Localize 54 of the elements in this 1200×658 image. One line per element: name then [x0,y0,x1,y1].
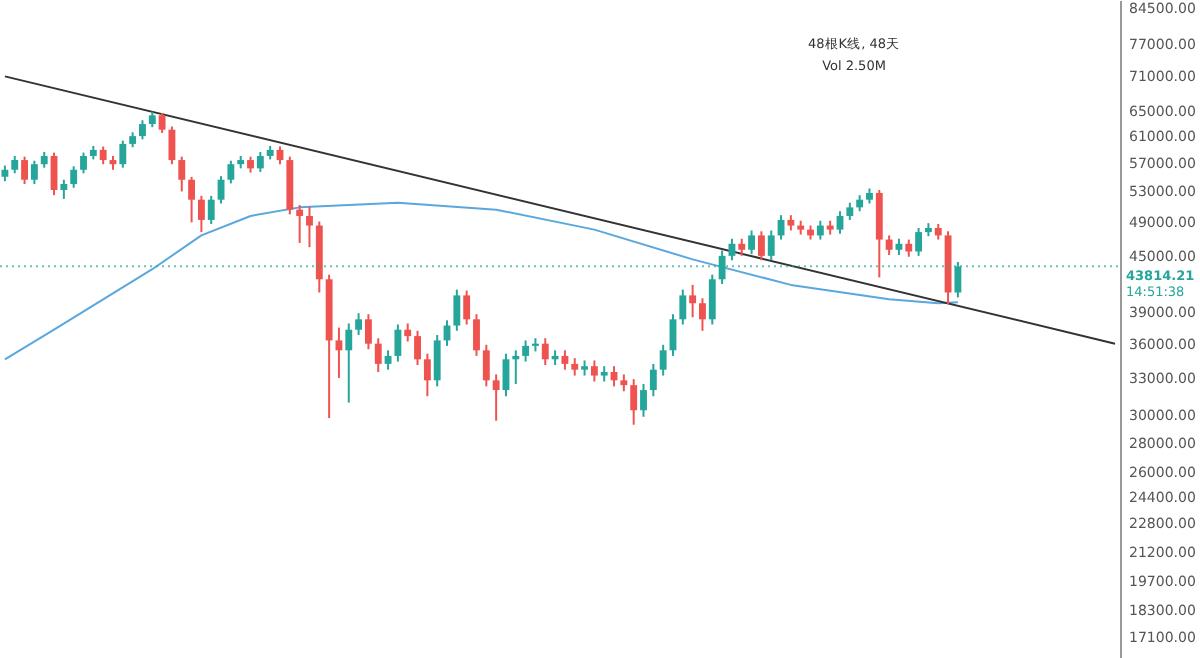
candlestick [355,312,363,337]
candlestick [473,313,480,357]
candlestick [384,349,392,371]
candlestick [757,230,765,262]
candlestick [30,159,38,186]
candlestick [207,194,215,225]
candlestick [541,337,549,367]
candlestick [158,111,166,134]
candlestick [256,150,264,173]
candlestick [748,229,756,256]
line-series [3,201,959,361]
candlestick [21,155,28,186]
candlestick [414,329,421,367]
candlestick [699,297,706,332]
candlestick [561,349,569,371]
candlestick [522,339,530,363]
candlestick [374,337,382,374]
candlestick [296,204,304,244]
candlestick [345,322,353,404]
candlestick [119,139,127,169]
candlestick [168,125,176,166]
candlestick [453,288,461,332]
candlestick [649,362,657,398]
candlestick [708,273,716,326]
candlestick [197,194,205,234]
candlestick [178,155,186,193]
candlestick [433,334,441,388]
candlestick [816,219,824,241]
candlestick [80,151,87,175]
candlestick [423,352,431,398]
candlestick [306,205,313,249]
candlestick [630,378,638,426]
candlestick [70,165,78,189]
candlestick [640,382,647,418]
candlestick [728,237,736,262]
candlestick [875,188,883,279]
candlestick [659,343,667,377]
candlestick [227,159,235,185]
candlestick [404,322,412,343]
candlestick [689,283,697,319]
candlestick [139,119,146,141]
candlestick [767,229,775,262]
candlestick [60,178,68,200]
candlestick [463,289,471,326]
candlestick [394,323,402,363]
candlestick [512,349,520,385]
candlestick [885,234,893,256]
candlestick [915,227,923,257]
candlestick [679,288,687,326]
candlestick [188,175,196,224]
candlestick [492,373,500,422]
candlestick [364,313,372,351]
candlestick [482,343,490,388]
candlestick [590,359,598,383]
